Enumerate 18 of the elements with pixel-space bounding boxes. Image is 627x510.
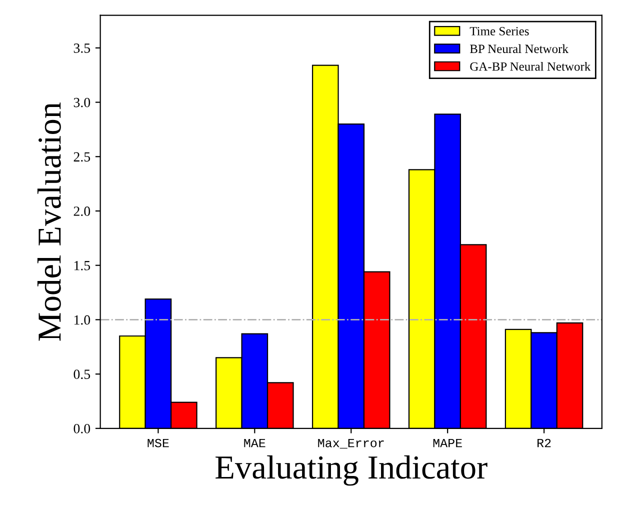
y-tick-label: 1.5 bbox=[74, 260, 90, 270]
x-tick-label: Max_Error bbox=[318, 438, 384, 449]
y-tick-label: 3.5 bbox=[74, 44, 90, 53]
x-tick-label: MAPE bbox=[433, 438, 462, 448]
x-axis-title: Evaluating Indicator bbox=[216, 455, 488, 486]
y-tick-label: 0.0 bbox=[74, 424, 90, 434]
x-tick-label: MAE bbox=[244, 438, 266, 448]
x-tick-label: MSE bbox=[148, 438, 169, 448]
y-tick-label: 2.0 bbox=[74, 206, 90, 216]
y-tick-label: 1.0 bbox=[74, 315, 90, 325]
y-tick-label: 2.5 bbox=[74, 152, 90, 162]
y-axis-title: Model Evaluation bbox=[37, 102, 61, 341]
legend-label: BP Neural Network bbox=[470, 44, 568, 54]
x-tick-label: R2 bbox=[538, 438, 551, 448]
legend-label: GA-BP Neural Network bbox=[470, 62, 591, 71]
legend-label: Time Series bbox=[470, 27, 529, 36]
y-tick-label: 3.0 bbox=[74, 98, 90, 108]
y-tick-label: 0.5 bbox=[74, 370, 90, 380]
